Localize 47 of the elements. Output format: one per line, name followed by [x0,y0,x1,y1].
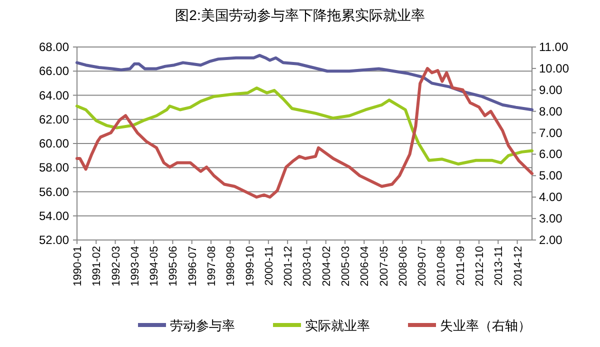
x-tick-label: 2001-12 [282,246,295,286]
y2-tick-label: 4.00 [539,190,563,204]
x-tick-label: 1997-08 [206,246,218,286]
y2-tick-label: 8.00 [539,104,563,118]
y2-tick-label: 3.00 [539,212,563,226]
x-tick-label: 2014-12 [512,246,524,286]
x-tick-label: 1990-01 [72,246,84,286]
x-tick-label: 1995-06 [168,246,180,286]
y-tick-label: 68.00 [38,40,70,54]
y-tick-label: 62.00 [38,112,70,126]
x-tick-label: 1992-03 [110,246,122,286]
x-tick-label: 2003-01 [302,246,314,286]
legend-label: 失业率（右轴） [440,318,531,333]
y-tick-label: 66.00 [38,64,70,78]
x-tick-label: 1999-10 [244,246,256,286]
chart-title: 图2:美国劳动参与率下降拖累实际就业率 [175,7,425,23]
x-tick-label: 2012-10 [474,246,486,286]
y2-tick-label: 11.00 [539,40,568,54]
x-tick-label: 2006-04 [359,246,372,286]
x-tick-label: 2000-11 [263,246,276,286]
x-tick-label: 2004-02 [320,246,333,286]
y2-tick-label: 9.00 [539,82,563,97]
x-tick-label: 2010-08 [436,246,448,286]
y-tick-label: 60.00 [38,136,70,150]
y2-tick-label: 10.00 [539,61,570,76]
y-tick-label: 52.00 [38,233,70,247]
x-tick-label: 2011-09 [454,246,467,286]
x-tick-label: 2009-07 [416,246,429,286]
x-tick-label: 2005-03 [340,246,352,286]
x-tick-label: 1998-09 [225,246,238,286]
x-tick-label: 1991-02 [91,246,104,286]
y-tick-label: 54.00 [38,208,70,223]
y-tick-label: 64.00 [38,88,70,102]
y-tick-label: 58.00 [38,160,70,175]
legend-label: 实际就业率 [305,318,370,333]
y2-tick-label: 5.00 [539,168,563,183]
x-tick-label: 2007-05 [378,246,390,286]
y2-tick-label: 2.00 [539,233,563,247]
x-tick-label: 1996-07 [186,246,199,286]
y-tick-label: 56.00 [38,184,70,199]
y2-tick-label: 6.00 [539,147,563,162]
legend-label: 劳动参与率 [170,318,235,333]
x-tick-label: 1994-05 [148,246,161,286]
x-tick-label: 1993-04 [129,246,142,286]
x-tick-label: 2008-06 [397,246,410,286]
x-tick-label: 2013-11 [493,246,506,286]
y2-tick-label: 7.00 [539,126,563,140]
